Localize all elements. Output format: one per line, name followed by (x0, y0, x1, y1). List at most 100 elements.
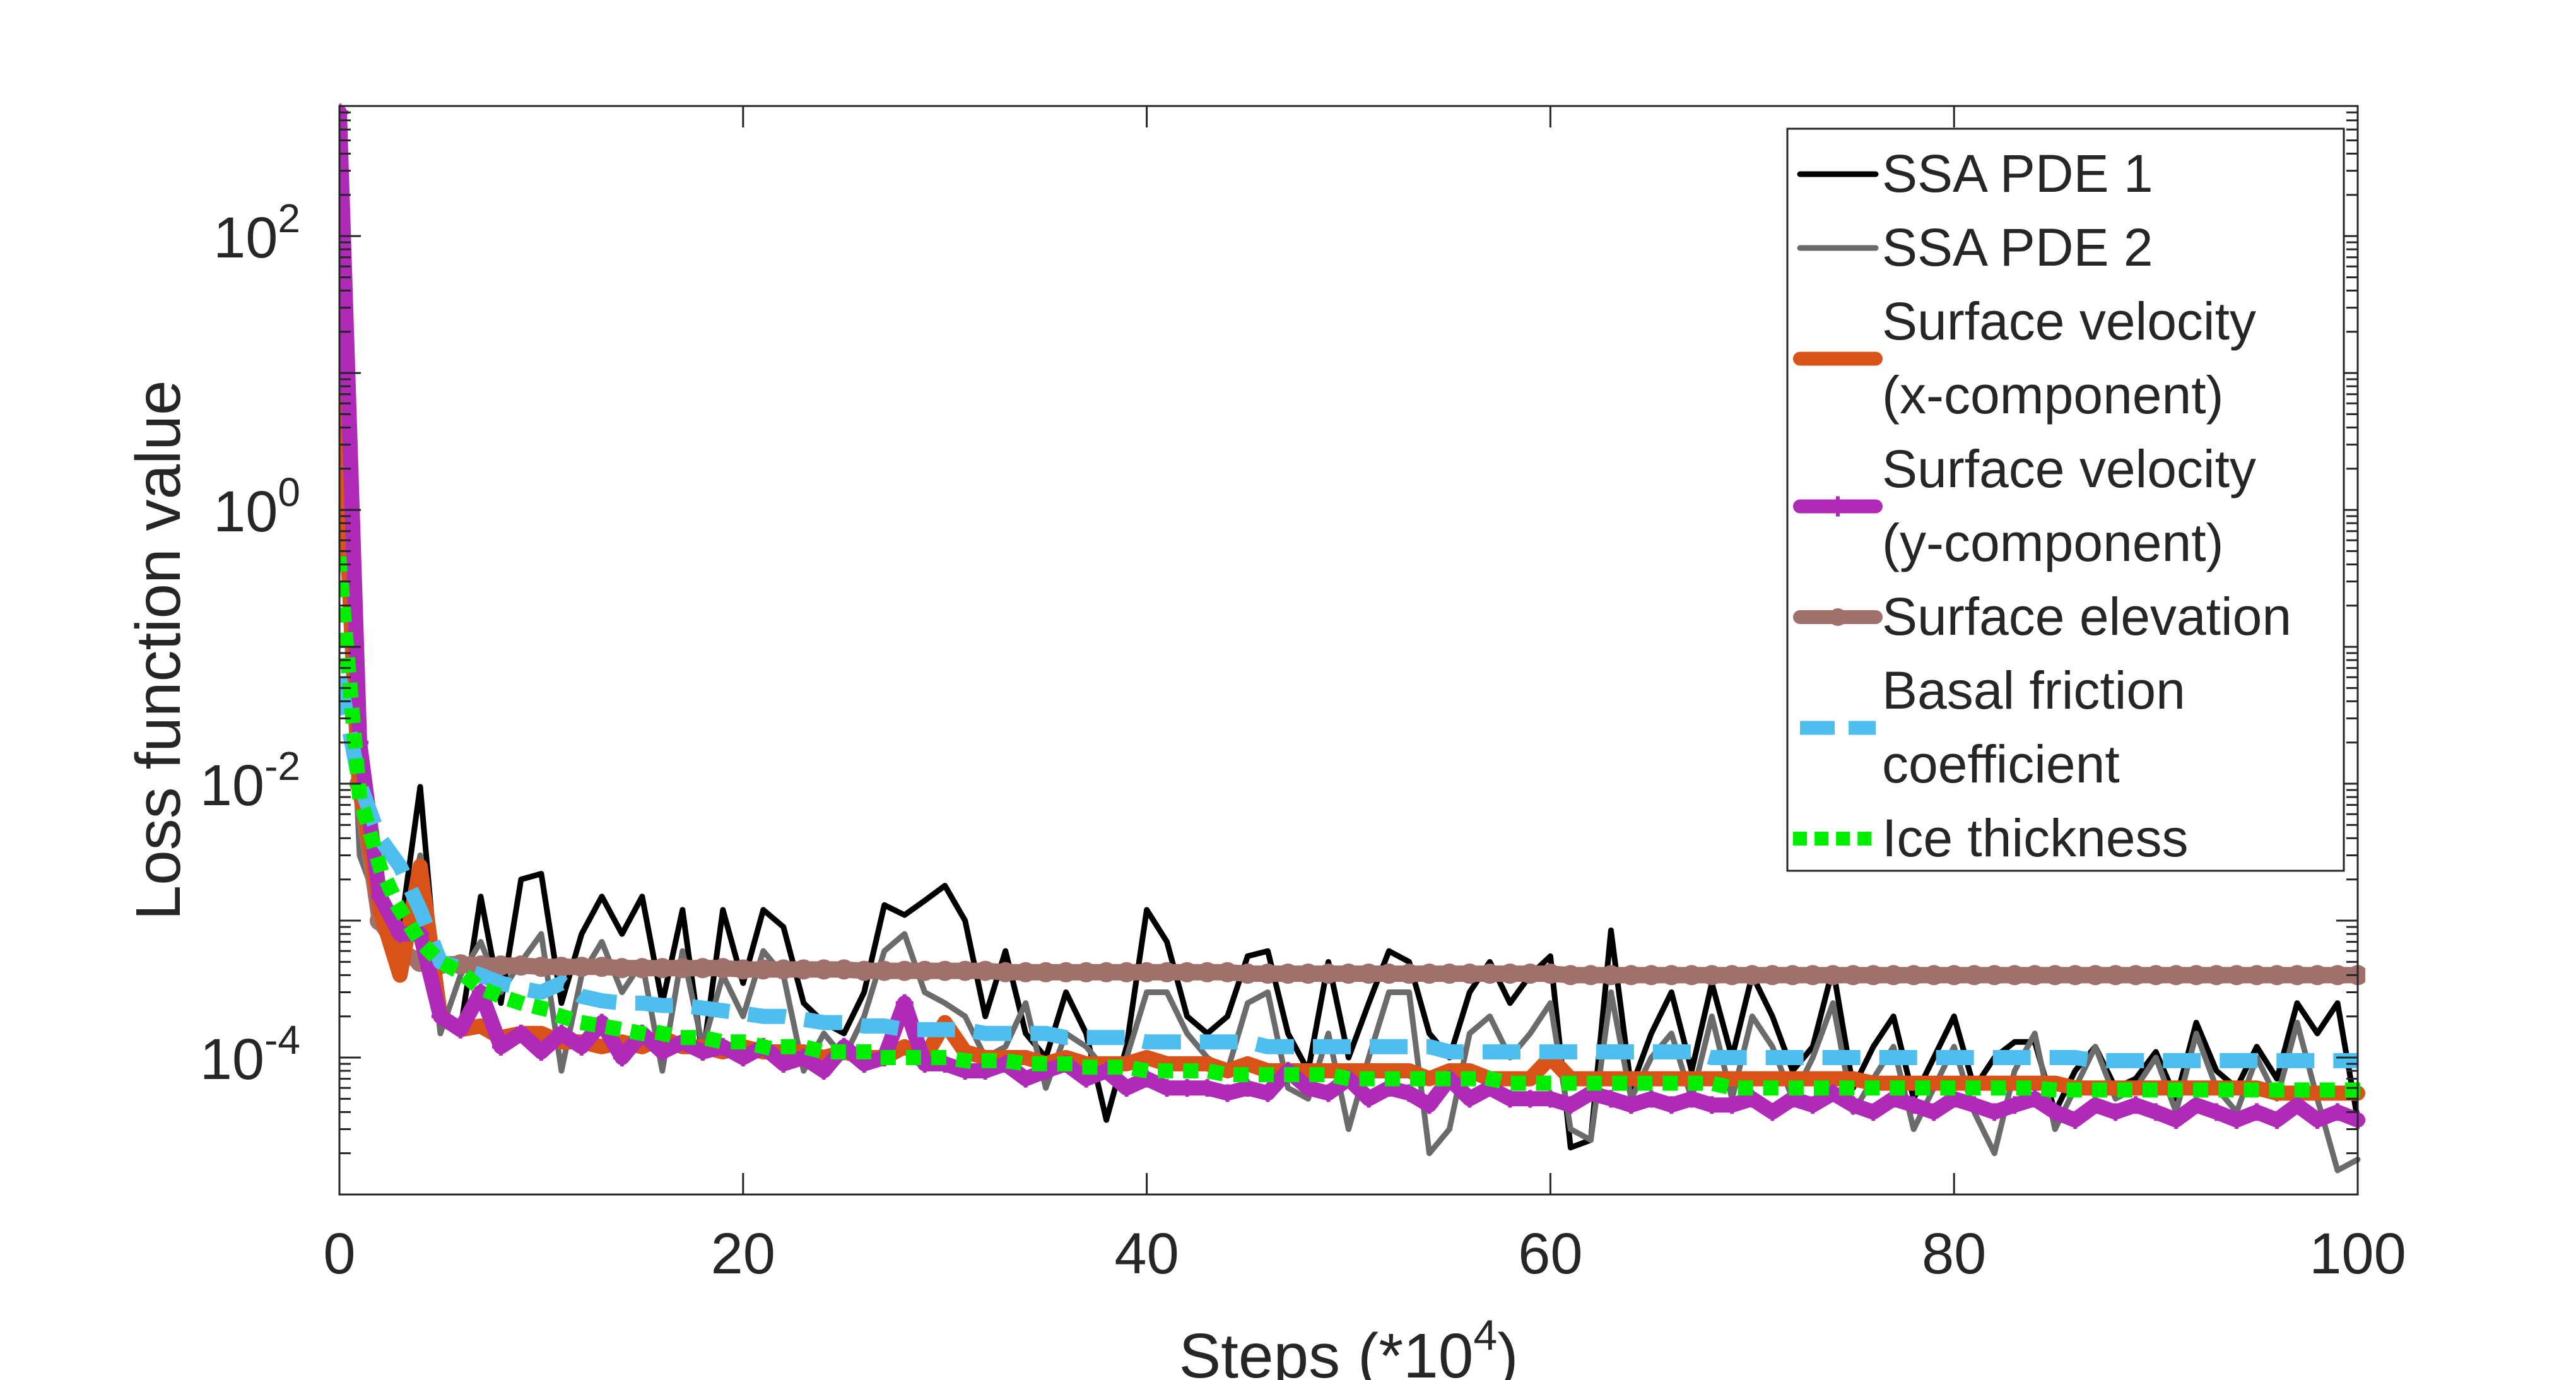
axes-layer: 0 20 40 60 80 100 102 100 10-2 10-4 Steps (*104) Lo… (123, 105, 2406, 1380)
data-point (391, 925, 409, 943)
data-point (490, 955, 511, 976)
data-point (1158, 1079, 1176, 1097)
data-point (1561, 1096, 1580, 1114)
data-point (854, 960, 874, 981)
data-point (1217, 962, 1238, 982)
data-point (1419, 964, 1440, 984)
data-point (451, 1020, 469, 1039)
data-point (2327, 965, 2348, 986)
data-point (2208, 1103, 2226, 1121)
data-point (2146, 965, 2167, 986)
legend: SSA PDE 1 SSA PDE 2 Surface velocity (x-com… (1786, 127, 2345, 872)
x-tick-label: 80 (1922, 1222, 1986, 1286)
data-point (1762, 965, 1783, 986)
data-point (2248, 1103, 2266, 1121)
data-point (1662, 1096, 1681, 1114)
data-point (1541, 1090, 1560, 1108)
data-point (1925, 1103, 1943, 1121)
data-point (1641, 965, 1662, 986)
data-point (1924, 965, 1944, 986)
data-point (1197, 962, 1218, 982)
data-point (551, 957, 572, 977)
plot-frame (338, 105, 2359, 1196)
series-line (339, 556, 2365, 1098)
legend-label: (x-component) (1882, 365, 2224, 425)
data-point (1621, 965, 1642, 986)
data-point (1461, 1090, 1479, 1108)
legend-entry: SSA PDE 1 (1797, 144, 2153, 203)
data-point (1056, 962, 1076, 982)
data-point (1742, 965, 1763, 986)
data-point (2126, 965, 2146, 986)
data-point (2268, 1111, 2286, 1129)
data-point (1360, 1090, 1378, 1108)
data-point (794, 1049, 813, 1067)
legend-entry: Ice thickness (1793, 808, 2189, 868)
data-point (732, 959, 753, 980)
data-point (572, 1037, 591, 1056)
data-point (1439, 964, 1460, 984)
data-point (1257, 964, 1278, 984)
legend-label: Surface velocity (1882, 439, 2256, 498)
legend-label: coefficient (1882, 734, 2120, 794)
data-point (1844, 1096, 1862, 1114)
data-point (894, 960, 915, 981)
data-point (2167, 1111, 2185, 1129)
x-axis-title: Steps (*104) (1179, 1311, 1518, 1380)
data-point (1198, 1079, 1216, 1097)
data-point (1358, 964, 1379, 984)
series-layer (339, 103, 2365, 1174)
data-point (995, 962, 1016, 982)
data-point (813, 959, 834, 980)
legend-label: Surface velocity (1882, 292, 2256, 351)
data-point (1984, 965, 2005, 986)
data-point (1601, 965, 1621, 986)
y-axis-title: Loss function value (123, 380, 194, 920)
legend-entry: Surface velocity (y-component) (1793, 439, 2256, 572)
data-point (2004, 965, 2025, 986)
data-point (1156, 962, 1177, 982)
data-point (1237, 964, 1258, 984)
data-point (2065, 965, 2086, 986)
data-point (1116, 962, 1137, 982)
legend-label: SSA PDE 2 (1882, 218, 2153, 277)
data-point (672, 958, 693, 979)
data-point (2026, 1090, 2044, 1108)
data-point (1015, 962, 1036, 982)
x-tick-label: 40 (1114, 1222, 1179, 1286)
data-point (874, 960, 895, 981)
data-point (793, 959, 814, 980)
data-point (1661, 965, 1682, 986)
data-point (2247, 965, 2267, 986)
data-point (1863, 965, 1884, 986)
data-point (1399, 964, 1420, 984)
data-point (1501, 1090, 1519, 1108)
data-point (1843, 965, 1864, 986)
data-point (1319, 1084, 1338, 1102)
data-point (1602, 1090, 1620, 1108)
data-point (510, 955, 531, 976)
data-point (1965, 1096, 1984, 1114)
y-tick-label: 100 (213, 469, 300, 544)
series-ssa-pde-1 (339, 383, 2361, 1151)
data-point (1400, 1084, 1418, 1102)
data-point (2085, 965, 2106, 986)
data-point (2147, 1103, 2165, 1121)
data-point (532, 1043, 550, 1061)
data-point (1803, 965, 1823, 986)
y-tick-label: 10-2 (200, 743, 300, 818)
data-point (2066, 1111, 2085, 1129)
x-tick-label: 100 (2309, 1222, 2406, 1286)
data-point (2105, 965, 2126, 986)
data-point (1681, 965, 1702, 986)
data-point (552, 1024, 570, 1042)
x-tick-label: 20 (711, 1222, 775, 1286)
data-point (2228, 1111, 2246, 1129)
data-point (693, 1043, 712, 1061)
data-point (1298, 964, 1319, 984)
data-point (773, 959, 794, 980)
x-tick-label: 60 (1518, 1222, 1582, 1286)
data-point (833, 959, 854, 980)
data-point (2287, 965, 2308, 986)
